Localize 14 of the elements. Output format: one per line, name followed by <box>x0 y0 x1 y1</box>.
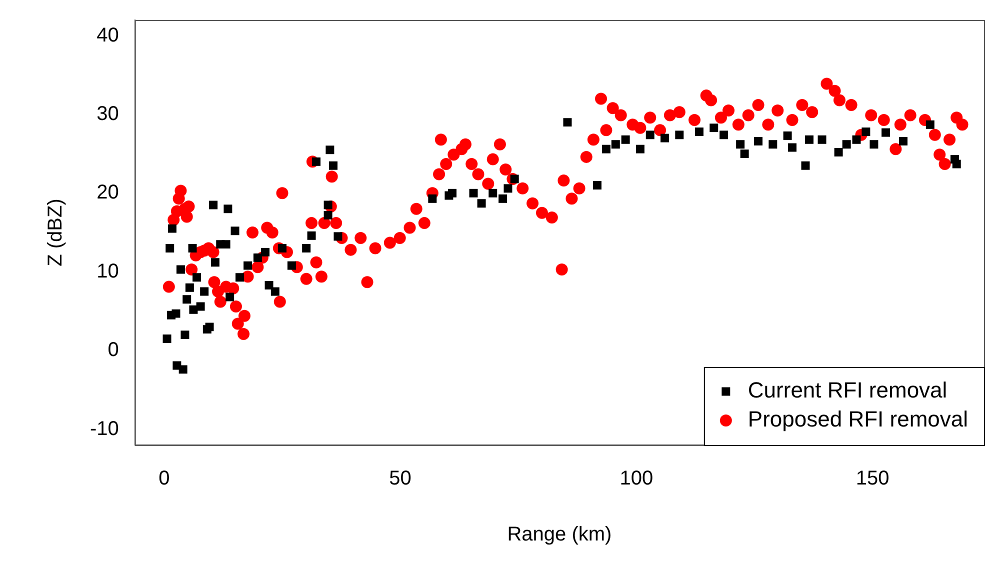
legend-label: Current RFI removal <box>748 378 948 403</box>
y-tick-label: 30 <box>96 102 119 125</box>
x-axis-title: Range (km) <box>507 524 612 546</box>
y-tick-label: 20 <box>96 182 119 204</box>
x-tick-label: 100 <box>620 468 654 490</box>
legend-label: Proposed RFI removal <box>748 406 968 432</box>
x-tick-label: 0 <box>158 468 170 490</box>
y-tick-label: 0 <box>108 339 119 362</box>
y-tick-label: 40 <box>96 24 119 46</box>
x-tick-label: 50 <box>389 468 412 490</box>
x-tick-label: 150 <box>856 468 890 490</box>
y-tick-label: -10 <box>90 418 119 440</box>
y-axis-title: Z (dBZ) <box>44 198 67 266</box>
y-tick-label: 10 <box>96 260 119 282</box>
